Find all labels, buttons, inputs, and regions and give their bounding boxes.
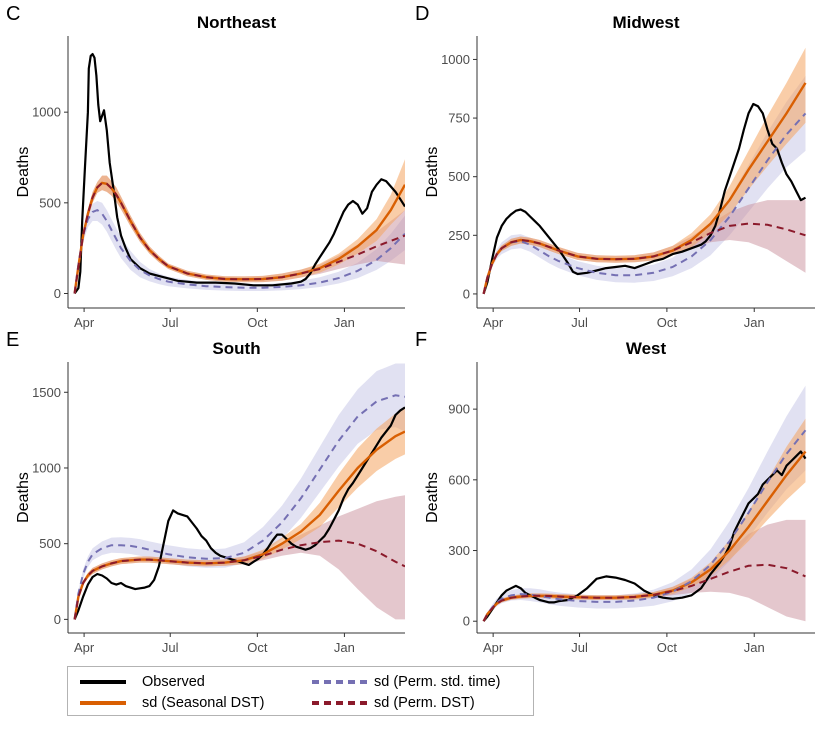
y-tick-label: 1500 [32, 385, 61, 400]
line-observed [482, 450, 807, 622]
x-tick-label: Jul [571, 640, 588, 655]
line-observed [73, 53, 405, 295]
y-tick-label: 250 [448, 228, 470, 243]
y-tick-label: 300 [448, 543, 470, 558]
panel-northeast: C Northeast Deaths 0 500 1000 Apr Jul Oct Jan [6, 3, 405, 330]
y-tick-label: 500 [39, 195, 61, 210]
y-tick-label: 500 [39, 536, 61, 551]
y-tick-label: 1000 [441, 52, 470, 67]
x-tick-label: Jul [571, 315, 588, 330]
y-tick-label: 600 [448, 472, 470, 487]
x-tick-label: Apr [483, 640, 504, 655]
x-tick-label: Jul [162, 640, 179, 655]
legend-key-observed [80, 680, 126, 684]
line-perm-time [482, 429, 807, 622]
y-tick-label: 0 [463, 614, 470, 629]
plot-area [73, 53, 405, 295]
panel-title: South [212, 339, 260, 358]
y-tick-label: 1000 [32, 460, 61, 475]
x-tick-label: Apr [74, 640, 95, 655]
band-perm-time [74, 363, 405, 620]
legend-key-perm-dst [312, 701, 368, 705]
x-tick-label: Oct [657, 315, 678, 330]
x-tick-label: Jan [744, 640, 765, 655]
x-tick-label: Apr [74, 315, 95, 330]
plot-area [482, 47, 807, 295]
x-tick-label: Jan [334, 315, 355, 330]
y-tick-label: 1000 [32, 105, 61, 120]
x-tick-label: Oct [247, 640, 268, 655]
legend-key-perm-time [312, 680, 368, 684]
legend-key-seasonal [80, 701, 126, 705]
legend-label-seasonal: sd (Seasonal DST) [142, 695, 265, 711]
y-tick-label: 750 [448, 111, 470, 126]
line-perm-time [73, 394, 405, 620]
y-axis-label: Deaths [424, 472, 441, 523]
figure-canvas: C Northeast Deaths 0 500 1000 Apr Jul Oct Jan D Mid… [6, 3, 815, 655]
y-tick-label: 0 [463, 286, 470, 301]
panel-letter: F [415, 329, 427, 351]
x-tick-label: Oct [247, 315, 268, 330]
plot-area [482, 385, 807, 622]
y-tick-label: 900 [448, 402, 470, 417]
line-seasonal [73, 181, 405, 294]
y-tick-label: 500 [448, 169, 470, 184]
line-perm-time [73, 208, 405, 294]
panel-west: F West Deaths 0 300 600 900 Apr Jul Oct Jan [415, 329, 815, 655]
line-perm-dst [482, 222, 806, 295]
x-tick-label: Oct [657, 640, 678, 655]
legend-label-perm-dst: sd (Perm. DST) [374, 695, 475, 711]
legend: Observed sd (Seasonal DST) sd (Perm. std… [67, 666, 534, 716]
band-seasonal [483, 47, 806, 294]
line-perm-dst [482, 563, 806, 622]
x-tick-label: Apr [483, 315, 504, 330]
panel-letter: E [6, 329, 19, 351]
plot-area [73, 363, 405, 620]
panel-title: Midwest [612, 13, 679, 32]
line-perm-dst [73, 181, 405, 294]
panel-south: E South Deaths 0 500 1000 1500 Apr Jul Oct Jan [6, 329, 405, 655]
panel-midwest: D Midwest Deaths 0 250 500 750 1000 Apr Jul Oct Jan [415, 3, 815, 330]
line-observed [482, 102, 806, 295]
panel-title: Northeast [197, 13, 277, 32]
y-tick-label: 0 [54, 612, 61, 627]
y-axis-label: Deaths [15, 147, 32, 198]
legend-label-perm-time: sd (Perm. std. time) [374, 674, 501, 690]
panel-letter: C [6, 3, 20, 25]
y-tick-label: 0 [54, 286, 61, 301]
band-perm-dst [483, 200, 806, 294]
x-tick-label: Jan [744, 315, 765, 330]
line-perm-dst [73, 539, 405, 620]
panel-title: West [626, 339, 667, 358]
x-tick-label: Jan [334, 640, 355, 655]
panel-letter: D [415, 3, 429, 25]
y-axis-label: Deaths [424, 147, 441, 198]
legend-label-observed: Observed [142, 674, 205, 690]
y-axis-label: Deaths [15, 472, 32, 523]
x-tick-label: Jul [162, 315, 179, 330]
band-seasonal [74, 159, 405, 294]
